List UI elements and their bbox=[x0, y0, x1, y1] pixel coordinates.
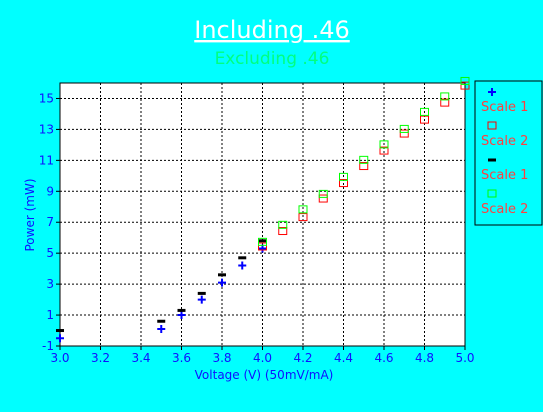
data-point-series-1 bbox=[157, 324, 166, 333]
x-tick-label: 4.8 bbox=[415, 351, 434, 365]
legend-label-1: Scale 1 bbox=[481, 100, 528, 115]
data-point-series-1 bbox=[197, 295, 206, 304]
data-marks bbox=[56, 76, 470, 343]
data-point-series-2 bbox=[460, 81, 470, 90]
x-tick-label: 3.0 bbox=[50, 351, 69, 365]
data-point-series-2 bbox=[440, 98, 450, 107]
data-point-series-4 bbox=[399, 124, 409, 133]
data-point-series-4 bbox=[339, 172, 348, 181]
y-axis-label: Power (mW) bbox=[23, 178, 37, 251]
data-point-series-4 bbox=[318, 189, 328, 198]
data-point-series-1 bbox=[56, 334, 64, 343]
plot-area bbox=[59, 82, 466, 347]
y-tick-label: 11 bbox=[39, 153, 54, 167]
x-tick-label: 3.4 bbox=[131, 351, 150, 365]
data-point-series-2 bbox=[318, 194, 328, 203]
grid-lines bbox=[56, 83, 466, 350]
x-tick-label: 4.0 bbox=[253, 351, 272, 365]
y-tick-label: 3 bbox=[46, 277, 54, 291]
data-point-series-4 bbox=[460, 76, 470, 85]
data-point-series-2 bbox=[298, 213, 308, 222]
data-point-series-4 bbox=[278, 220, 288, 229]
data-point-series-4 bbox=[420, 107, 429, 116]
data-point-series-2 bbox=[339, 179, 348, 188]
legend-marker-2 bbox=[487, 121, 497, 130]
chart-subtitle: Excluding .46 bbox=[215, 49, 330, 69]
data-point-series-2 bbox=[359, 162, 369, 171]
legend-marker-1 bbox=[488, 88, 496, 96]
legend-marker-4 bbox=[487, 189, 497, 198]
data-point-series-2 bbox=[420, 115, 429, 124]
legend-label-3: Scale 1 bbox=[481, 168, 528, 183]
data-point-series-2 bbox=[258, 242, 267, 251]
y-tick-label: 15 bbox=[39, 91, 54, 105]
x-tick-label: 4.4 bbox=[334, 351, 353, 365]
data-point-series-1 bbox=[177, 311, 186, 320]
x-tick-label: 3.2 bbox=[91, 351, 110, 365]
x-tick-label: 4.6 bbox=[374, 351, 393, 365]
legend-box bbox=[474, 80, 543, 226]
legend-label-4: Scale 2 bbox=[481, 202, 528, 217]
data-point-series-4 bbox=[258, 237, 267, 246]
data-point-series-1 bbox=[238, 261, 247, 270]
data-point-series-2 bbox=[278, 227, 288, 236]
x-tick-label: 3.6 bbox=[172, 351, 191, 365]
y-tick-label: 9 bbox=[46, 184, 54, 198]
legend-label-2: Scale 2 bbox=[481, 134, 528, 149]
x-tick-label: 5.0 bbox=[455, 351, 474, 365]
x-tick-label: 4.2 bbox=[293, 351, 312, 365]
data-point-series-1 bbox=[218, 278, 226, 287]
x-tick-labels: 3.0 3.2 3.4 3.6 3.8 4.0 4.2 4.4 4.6 4.8 5.0 bbox=[50, 351, 474, 365]
y-tick-label: 1 bbox=[46, 308, 54, 322]
data-point-series-1 bbox=[258, 244, 267, 253]
data-point-series-4 bbox=[440, 92, 450, 101]
y-tick-label: 7 bbox=[46, 215, 54, 229]
data-point-series-4 bbox=[298, 205, 308, 214]
data-point-series-4 bbox=[379, 140, 389, 149]
x-tick-label: 3.8 bbox=[212, 351, 231, 365]
legend: Scale 1 Scale 2 Scale 1 Scale 2 bbox=[474, 80, 543, 226]
data-point-series-2 bbox=[379, 146, 389, 155]
x-axis-label: Voltage (V) (50mV/mA) bbox=[195, 368, 334, 382]
chart-title: Including .46 bbox=[194, 16, 350, 44]
data-point-series-4 bbox=[359, 155, 369, 164]
data-point-series-2 bbox=[399, 129, 409, 138]
y-tick-label: 13 bbox=[39, 122, 54, 136]
y-tick-label: -1 bbox=[42, 339, 54, 353]
y-tick-label: 5 bbox=[46, 246, 54, 260]
